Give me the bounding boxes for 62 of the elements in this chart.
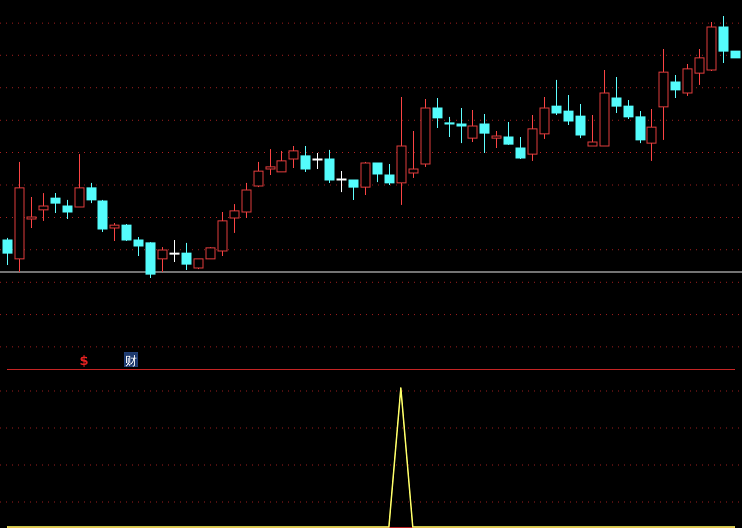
- candlestick: [218, 211, 228, 256]
- candlestick: [564, 94, 574, 126]
- candlestick: [552, 79, 562, 116]
- candlestick: [504, 122, 514, 146]
- candlestick: [480, 113, 490, 154]
- candlestick: [122, 224, 132, 242]
- candlestick: [432, 98, 442, 128]
- candlestick: [468, 110, 478, 143]
- candlestick: [242, 182, 252, 218]
- candlestick: [730, 50, 740, 58]
- candlestick: [194, 258, 204, 270]
- candlestick: [658, 48, 668, 140]
- candlestick: [14, 161, 24, 272]
- candlestick: [98, 199, 108, 232]
- text: $: [79, 354, 89, 369]
- candlestick: [706, 22, 716, 72]
- candlestick: [86, 182, 96, 204]
- candlestick: [694, 48, 704, 86]
- text: 财: [125, 354, 137, 368]
- candlestick: [600, 69, 610, 146]
- candlestick: [588, 114, 598, 146]
- candlestick: [420, 98, 430, 168]
- candlestick: [38, 192, 48, 222]
- candlestick: [516, 136, 526, 160]
- candlestick: [300, 145, 310, 172]
- candlestick: [158, 246, 168, 272]
- candlestick: [230, 204, 240, 234]
- candlestick: [146, 242, 156, 278]
- candlestick: [408, 130, 418, 178]
- candlestick: [384, 164, 394, 186]
- candlestick: [540, 96, 550, 140]
- candlestick: [396, 96, 406, 206]
- candlestick: [288, 145, 298, 168]
- candlestick: [110, 222, 120, 242]
- candlestick: [646, 108, 656, 162]
- candlestick: [134, 236, 144, 256]
- candlestick: [50, 192, 60, 214]
- candlestick: [624, 100, 634, 120]
- candlestick: [456, 107, 466, 144]
- candlestick: [682, 63, 692, 96]
- candlestick: [612, 76, 622, 114]
- candlestick: [360, 161, 370, 196]
- candlestick: [576, 104, 586, 139]
- candlestick: [170, 240, 180, 263]
- candlestick: [492, 130, 502, 149]
- candlestick: [718, 16, 728, 64]
- candlestick: [336, 170, 346, 193]
- candlestick: [182, 242, 192, 270]
- candlestick: [636, 110, 646, 144]
- candlestick: [312, 152, 322, 170]
- candlestick: [74, 154, 84, 208]
- candlestick: [254, 161, 264, 188]
- candlestick: [670, 74, 680, 99]
- candlestick: [348, 180, 358, 200]
- candlestick: [62, 199, 72, 220]
- candlestick: [324, 149, 334, 184]
- candlestick: [2, 237, 12, 266]
- candlestick: [528, 114, 538, 162]
- candlestick: [206, 246, 216, 260]
- candlestick: [444, 116, 454, 138]
- candlestick: [372, 162, 382, 183]
- candlestick: [26, 196, 36, 228]
